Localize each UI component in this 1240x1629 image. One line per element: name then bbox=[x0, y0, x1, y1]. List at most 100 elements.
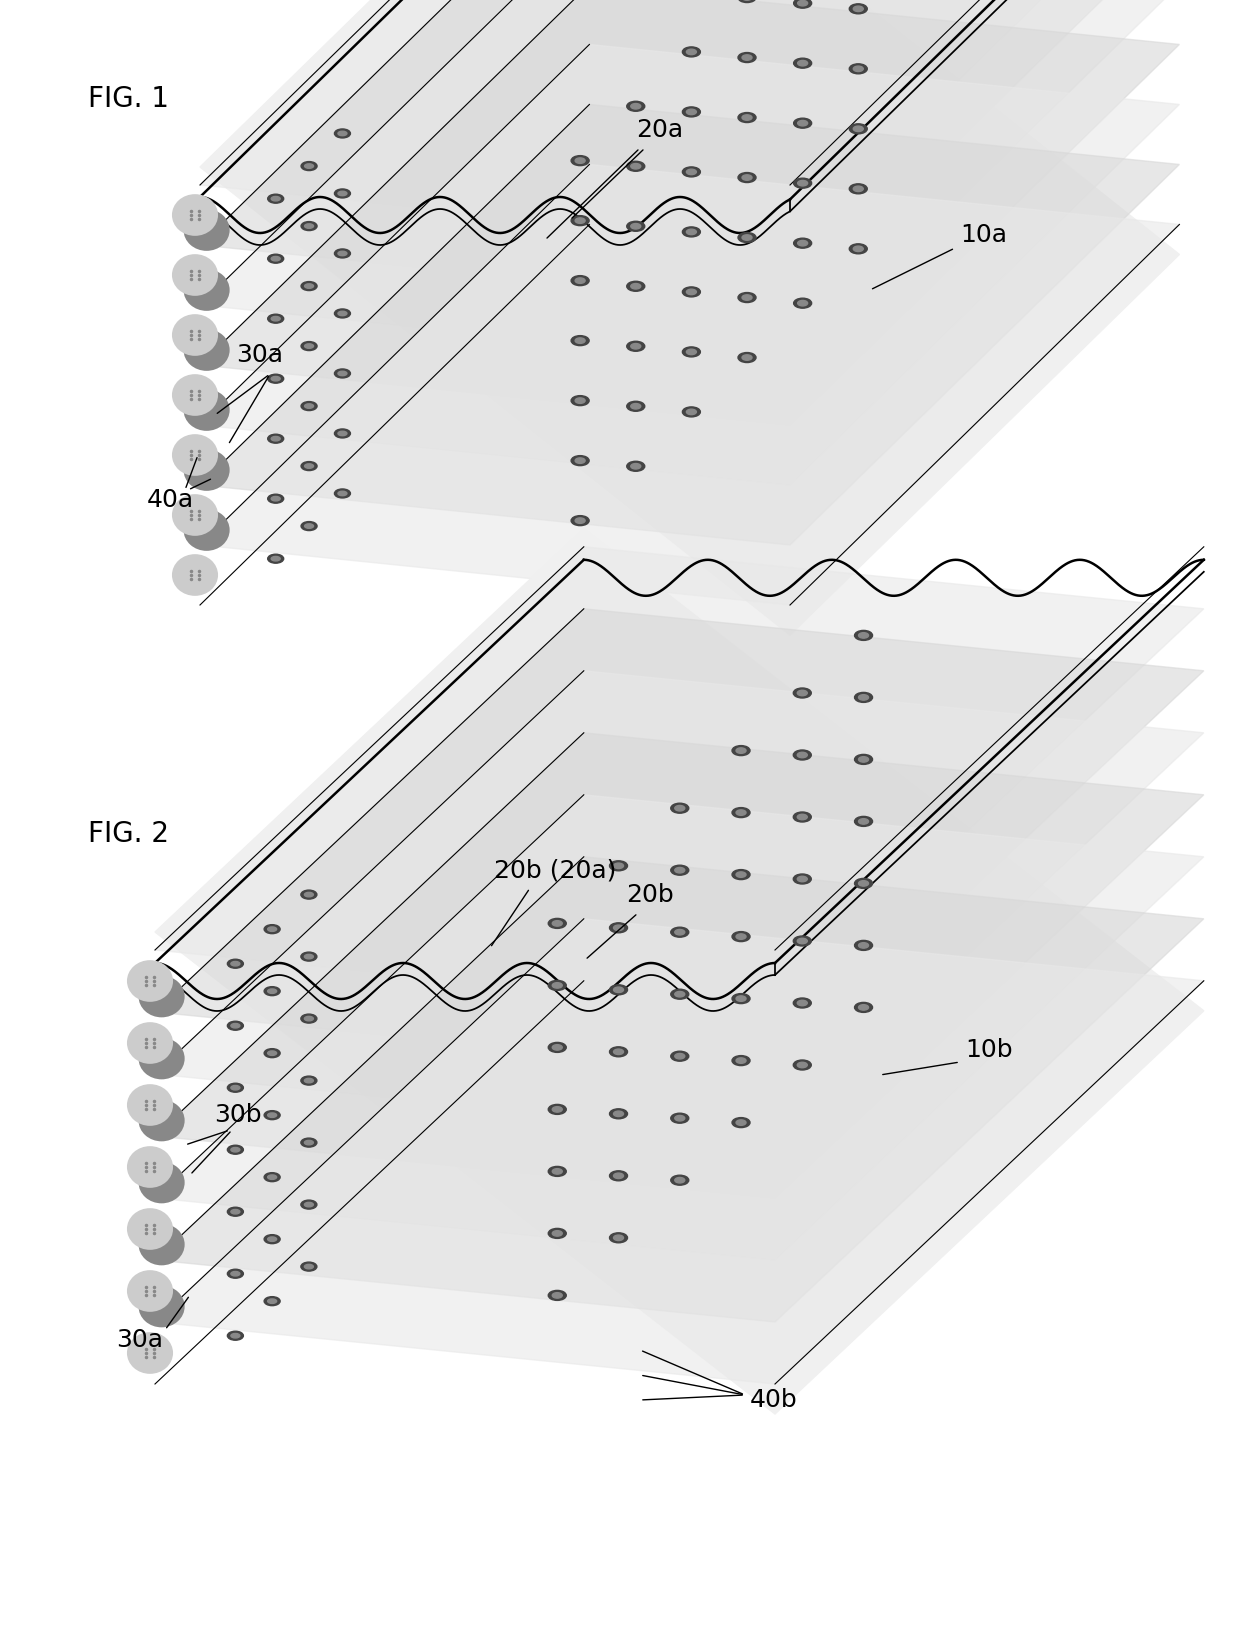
Ellipse shape bbox=[128, 1333, 172, 1373]
Ellipse shape bbox=[732, 994, 750, 1003]
Ellipse shape bbox=[858, 881, 868, 886]
Ellipse shape bbox=[140, 977, 184, 1016]
Ellipse shape bbox=[738, 173, 756, 182]
Ellipse shape bbox=[631, 464, 641, 469]
Text: 20b (20a): 20b (20a) bbox=[494, 858, 616, 881]
Ellipse shape bbox=[264, 925, 280, 933]
Ellipse shape bbox=[614, 863, 624, 868]
Ellipse shape bbox=[128, 1209, 172, 1249]
Ellipse shape bbox=[268, 927, 277, 932]
Ellipse shape bbox=[687, 409, 697, 415]
Ellipse shape bbox=[687, 169, 697, 174]
Ellipse shape bbox=[675, 805, 684, 811]
Ellipse shape bbox=[548, 1290, 567, 1300]
Ellipse shape bbox=[687, 290, 697, 295]
Ellipse shape bbox=[185, 331, 228, 370]
Ellipse shape bbox=[572, 336, 589, 345]
Ellipse shape bbox=[140, 1101, 184, 1140]
Ellipse shape bbox=[738, 52, 756, 62]
Ellipse shape bbox=[610, 1233, 627, 1243]
Ellipse shape bbox=[268, 1236, 277, 1241]
Polygon shape bbox=[155, 733, 1204, 1197]
Ellipse shape bbox=[575, 218, 585, 223]
Polygon shape bbox=[200, 165, 1179, 604]
Ellipse shape bbox=[853, 246, 863, 251]
Ellipse shape bbox=[737, 1119, 746, 1126]
Ellipse shape bbox=[626, 282, 645, 292]
Polygon shape bbox=[155, 857, 1204, 1323]
Ellipse shape bbox=[738, 293, 756, 303]
Ellipse shape bbox=[268, 1113, 277, 1117]
Ellipse shape bbox=[231, 1085, 239, 1090]
Ellipse shape bbox=[339, 191, 347, 195]
Ellipse shape bbox=[268, 554, 284, 564]
Ellipse shape bbox=[854, 1002, 873, 1012]
Ellipse shape bbox=[339, 132, 347, 135]
Ellipse shape bbox=[572, 396, 589, 406]
Ellipse shape bbox=[335, 489, 351, 498]
Ellipse shape bbox=[301, 1077, 317, 1085]
Ellipse shape bbox=[671, 865, 688, 875]
Ellipse shape bbox=[268, 1051, 277, 1056]
Ellipse shape bbox=[231, 961, 239, 966]
Ellipse shape bbox=[854, 940, 873, 950]
Ellipse shape bbox=[301, 342, 317, 350]
Ellipse shape bbox=[335, 129, 351, 138]
Ellipse shape bbox=[268, 989, 277, 994]
Ellipse shape bbox=[797, 181, 807, 186]
Ellipse shape bbox=[552, 1168, 562, 1175]
Polygon shape bbox=[200, 104, 1179, 546]
Ellipse shape bbox=[631, 283, 641, 288]
Ellipse shape bbox=[272, 557, 280, 560]
Ellipse shape bbox=[675, 1178, 684, 1183]
Polygon shape bbox=[200, 44, 1179, 485]
Ellipse shape bbox=[742, 295, 751, 300]
Ellipse shape bbox=[671, 989, 688, 999]
Ellipse shape bbox=[614, 987, 624, 992]
Ellipse shape bbox=[301, 461, 317, 471]
Ellipse shape bbox=[174, 375, 217, 415]
Ellipse shape bbox=[614, 1173, 624, 1178]
Ellipse shape bbox=[227, 1207, 243, 1217]
Ellipse shape bbox=[128, 1085, 172, 1124]
Ellipse shape bbox=[185, 450, 228, 490]
Ellipse shape bbox=[849, 124, 867, 134]
Ellipse shape bbox=[264, 1297, 280, 1306]
Ellipse shape bbox=[858, 819, 868, 824]
Text: 10a: 10a bbox=[960, 223, 1007, 248]
Ellipse shape bbox=[853, 7, 863, 11]
Ellipse shape bbox=[794, 178, 812, 189]
Ellipse shape bbox=[335, 310, 351, 318]
Ellipse shape bbox=[304, 1202, 314, 1207]
Ellipse shape bbox=[575, 518, 585, 523]
Ellipse shape bbox=[227, 959, 243, 968]
Ellipse shape bbox=[552, 1293, 562, 1298]
Ellipse shape bbox=[575, 458, 585, 463]
Ellipse shape bbox=[272, 437, 280, 441]
Ellipse shape bbox=[264, 1049, 280, 1057]
Ellipse shape bbox=[853, 67, 863, 72]
Ellipse shape bbox=[227, 1145, 243, 1155]
Ellipse shape bbox=[572, 275, 589, 285]
Ellipse shape bbox=[858, 756, 868, 762]
Ellipse shape bbox=[614, 1235, 624, 1241]
Ellipse shape bbox=[858, 632, 868, 639]
Ellipse shape bbox=[268, 494, 284, 503]
Ellipse shape bbox=[268, 194, 284, 204]
Ellipse shape bbox=[140, 1287, 184, 1326]
Ellipse shape bbox=[797, 60, 807, 65]
Ellipse shape bbox=[548, 1228, 567, 1238]
Ellipse shape bbox=[797, 691, 807, 696]
Ellipse shape bbox=[572, 156, 589, 166]
Ellipse shape bbox=[849, 64, 867, 73]
Polygon shape bbox=[200, 0, 1179, 635]
Ellipse shape bbox=[797, 241, 807, 246]
Ellipse shape bbox=[301, 521, 317, 531]
Text: 40b: 40b bbox=[750, 1388, 797, 1412]
Ellipse shape bbox=[671, 1113, 688, 1124]
Ellipse shape bbox=[140, 1163, 184, 1202]
Ellipse shape bbox=[858, 1005, 868, 1010]
Ellipse shape bbox=[614, 1049, 624, 1054]
Ellipse shape bbox=[853, 125, 863, 132]
Text: 40a: 40a bbox=[146, 489, 193, 512]
